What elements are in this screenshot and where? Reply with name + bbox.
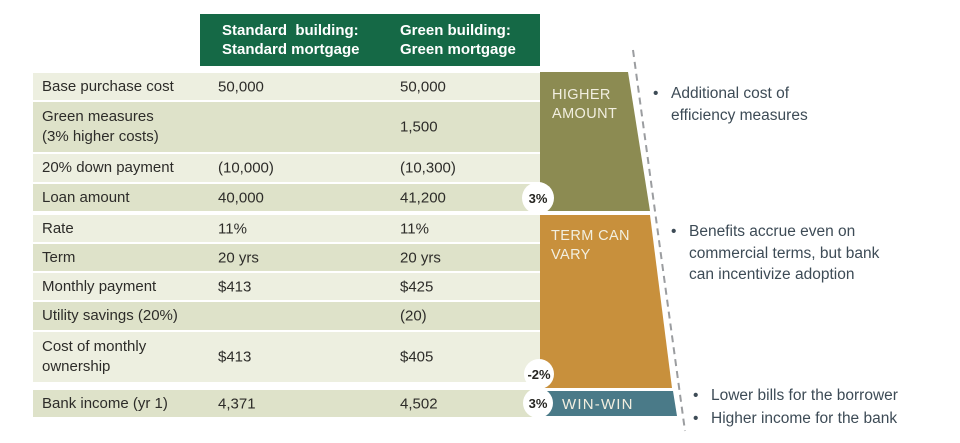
green-value: 20 yrs: [400, 249, 441, 266]
bullet-text: Lower bills for the borrower: [711, 387, 898, 404]
green-value: 4,502: [400, 395, 438, 412]
table-row-base-purchase-cost: Base purchase cost 50,000 50,000: [33, 73, 540, 100]
term-can-vary-shape: [540, 215, 672, 388]
loan-amount-delta-badge: 3%: [522, 182, 554, 214]
bullet-item-efficiency-cost: • Additional cost of efficiency measures: [653, 83, 826, 126]
column-header-green: Green building: Green mortgage: [400, 22, 516, 58]
higher-amount-shape: [540, 72, 650, 211]
bullet-icon: •: [693, 410, 699, 427]
standard-value: $413: [218, 278, 252, 295]
green-value: (20): [400, 307, 427, 325]
row-label: Base purchase cost: [42, 77, 174, 95]
standard-value: (10,000): [218, 159, 274, 177]
ownership-cost-delta-badge: -2%: [524, 359, 554, 389]
table-row-bank-income: Bank income (yr 1) 4,371 4,502: [33, 390, 540, 417]
bullet-item-benefits-accrue: • Benefits accrue even on commercial ter…: [671, 221, 881, 286]
standard-value: 20 yrs: [218, 249, 259, 266]
row-label: Green measures (3% higher costs): [42, 108, 159, 145]
row-label: Monthly payment: [42, 277, 157, 295]
table-row-down-payment: 20% down payment (10,000) (10,300): [33, 154, 540, 182]
divider-dashed-line: [632, 49, 686, 432]
green-value: $425: [400, 278, 434, 295]
standard-value: 4,371: [218, 395, 256, 412]
green-value: 50,000: [400, 78, 446, 95]
row-label: Term: [42, 248, 76, 266]
block-label-term-can-vary: TERM CAN VARY: [551, 228, 630, 263]
bullet-text: Higher income for the bank: [711, 410, 898, 427]
green-value: 11%: [400, 220, 429, 237]
bullet-text: Additional cost of efficiency measures: [671, 85, 808, 124]
bullet-icon: •: [653, 85, 659, 102]
row-label: Rate: [42, 219, 74, 237]
row-label: Bank income (yr 1): [42, 394, 168, 412]
table-row-monthly-payment: Monthly payment $413 $425: [33, 273, 540, 300]
row-label: Loan amount: [42, 188, 130, 206]
table-row-green-measures: Green measures (3% higher costs) 1,500: [33, 102, 540, 152]
bullet-item-lower-bills: • Lower bills for the borrower: [693, 385, 898, 407]
green-value: (10,300): [400, 159, 456, 177]
bullet-icon: •: [693, 387, 699, 404]
table-header: Standard building: Standard mortgage Gre…: [200, 14, 540, 66]
block-label-win-win: WIN-WIN: [562, 396, 634, 413]
column-header-standard: Standard building: Standard mortgage: [222, 22, 360, 58]
row-label: 20% down payment: [42, 159, 174, 176]
win-win-shape: [540, 391, 677, 416]
row-label: Utility savings (20%): [42, 307, 178, 324]
green-value: 41,200: [400, 189, 446, 206]
badge-text: 3%: [528, 395, 548, 411]
badge-text: -2%: [527, 366, 551, 382]
standard-value: 40,000: [218, 189, 264, 206]
row-label: Cost of monthly ownership: [42, 338, 147, 375]
bullet-icon: •: [671, 223, 677, 240]
standard-value: $413: [218, 348, 252, 366]
standard-value: 50,000: [218, 78, 264, 95]
block-label-higher-amount: HIGHER AMOUNT: [552, 87, 618, 122]
table-row-loan-amount: Loan amount 40,000 41,200: [33, 184, 540, 211]
standard-value: 11%: [218, 220, 247, 237]
bank-income-delta-badge: 3%: [523, 388, 553, 418]
bullet-item-higher-income: • Higher income for the bank: [693, 408, 897, 430]
table-row-term: Term 20 yrs 20 yrs: [33, 244, 540, 271]
badge-text: 3%: [528, 190, 548, 206]
table-row-cost-of-ownership: Cost of monthly ownership $413 $405: [33, 332, 540, 382]
bullet-text: Benefits accrue even on commercial terms…: [689, 223, 880, 283]
green-value: 1,500: [400, 118, 438, 136]
green-value: $405: [400, 348, 434, 366]
table-row-rate: Rate 11% 11%: [33, 215, 540, 242]
table-row-utility-savings: Utility savings (20%) (20): [33, 302, 540, 330]
